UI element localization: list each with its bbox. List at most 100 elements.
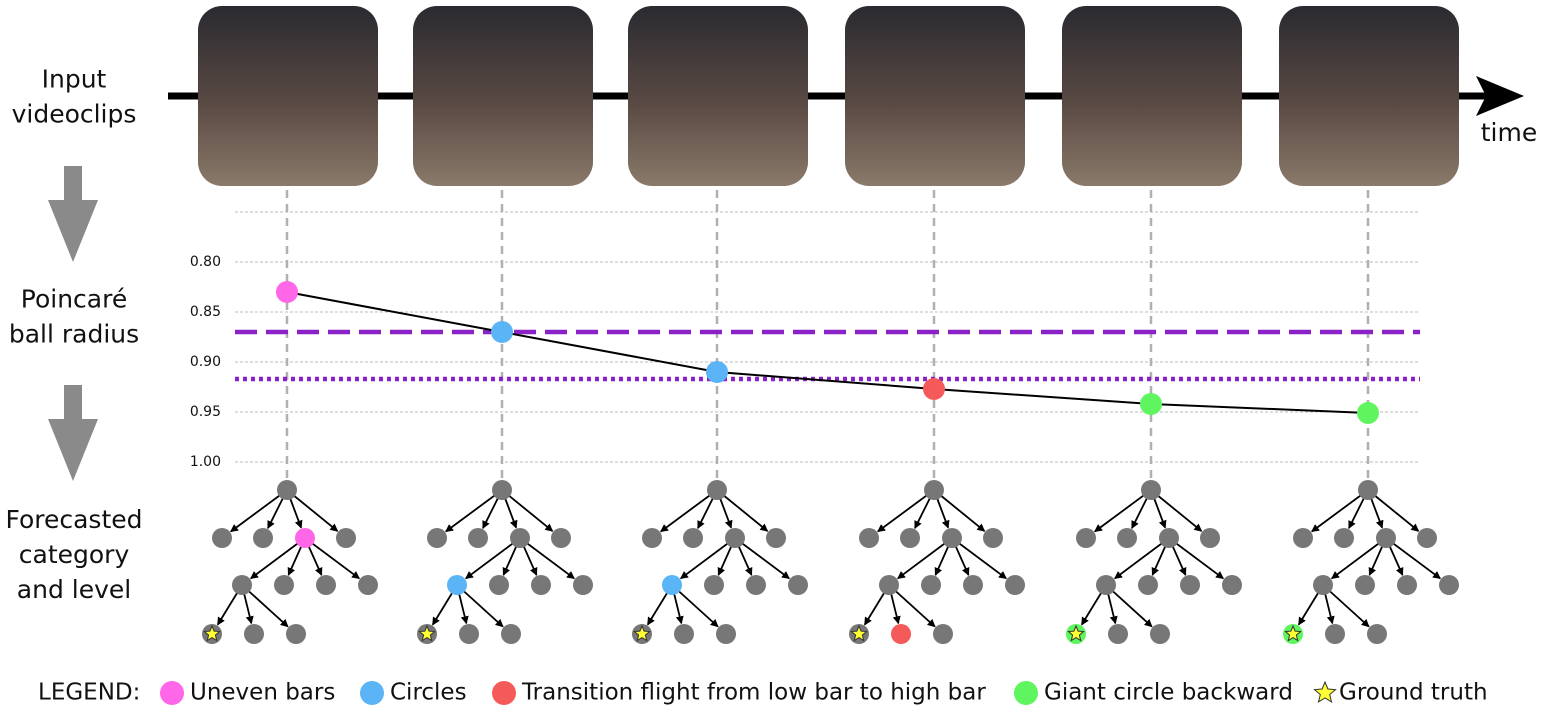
tree-edge <box>660 489 718 533</box>
star <box>418 624 436 642</box>
tree-node <box>674 624 694 644</box>
tree-node <box>704 575 724 595</box>
row-label: and level <box>17 575 131 604</box>
row-label: Input <box>42 65 107 94</box>
tree-edge <box>933 489 986 532</box>
tree-node <box>531 575 551 595</box>
radius-point <box>1357 402 1379 424</box>
tree-node <box>1141 480 1161 500</box>
radius-point <box>276 281 298 303</box>
tree-node <box>1417 528 1437 548</box>
tree-node <box>1293 528 1313 548</box>
tree-node <box>1439 575 1459 595</box>
tree-node <box>489 575 509 595</box>
y-tick-label: 0.85 <box>190 304 221 320</box>
y-tick-label: 0.80 <box>190 254 221 270</box>
tree-edge <box>1114 537 1170 580</box>
tree-node <box>274 575 294 595</box>
tree-edge <box>1311 489 1369 533</box>
star <box>203 624 221 642</box>
tree-node <box>501 624 521 644</box>
tree-node <box>1376 528 1396 548</box>
tree-node <box>510 528 530 548</box>
y-tick-label: 0.90 <box>190 354 221 370</box>
tree-edge <box>1322 584 1370 628</box>
legend-title: LEGEND: <box>38 680 140 706</box>
tree-edge <box>951 537 1007 580</box>
row-label: Poincaré <box>21 285 127 314</box>
video-thumbnail <box>1279 6 1459 186</box>
tree-node <box>1138 575 1158 595</box>
tree-node <box>963 575 983 595</box>
tree-node <box>1313 575 1333 595</box>
tree-edge <box>1385 537 1441 580</box>
tree-node <box>286 624 306 644</box>
tree-node <box>921 575 941 595</box>
tree-node <box>459 624 479 644</box>
tree-node <box>1005 575 1025 595</box>
tree <box>1066 480 1242 644</box>
row-label: category <box>19 540 130 569</box>
tree-node <box>573 575 593 595</box>
tree-node <box>766 528 786 548</box>
tree-edge <box>519 537 575 580</box>
tree-edge <box>250 537 306 580</box>
tree-node <box>492 480 512 500</box>
time-label: time <box>1481 118 1537 147</box>
tree-edge <box>230 489 288 533</box>
tree-node <box>942 528 962 548</box>
star <box>633 624 651 642</box>
forecast-node <box>662 575 682 595</box>
tree-node <box>1159 528 1179 548</box>
tree-node <box>1180 575 1200 595</box>
tree-node <box>1367 624 1387 644</box>
row-label: videoclips <box>12 100 137 129</box>
tree-node <box>879 575 899 595</box>
tree-node <box>358 575 378 595</box>
tree-edge <box>888 584 936 628</box>
tree-node <box>277 480 297 500</box>
tree-edge <box>1094 489 1152 533</box>
video-thumbnail <box>413 6 593 186</box>
tree-node <box>1222 575 1242 595</box>
tree-node <box>707 480 727 500</box>
timeline-head <box>1476 76 1524 116</box>
tree-node <box>253 528 273 548</box>
tree-node <box>983 528 1003 548</box>
chart: 0.80 0.85 0.90 0.95 1.00 <box>190 190 1420 478</box>
tree-edge <box>897 537 953 580</box>
legend-swatch <box>160 681 184 705</box>
thumbnails <box>198 6 1459 186</box>
video-thumbnail <box>198 6 378 186</box>
tree-edge <box>1150 489 1203 532</box>
row-label: Forecasted <box>5 505 142 534</box>
tree-node <box>1150 624 1170 644</box>
tree-node <box>1096 575 1116 595</box>
legend-swatch <box>1014 681 1038 705</box>
legend: LEGEND: Uneven bars Circles Transition flig… <box>38 680 1488 706</box>
tree-edge <box>680 537 736 580</box>
tree-node <box>683 528 703 548</box>
legend-swatch <box>492 681 516 705</box>
tree <box>202 480 378 644</box>
radius-point <box>923 378 945 400</box>
tree-node <box>716 624 736 644</box>
video-thumbnail <box>628 6 808 186</box>
tree-node <box>746 575 766 595</box>
tree-node <box>1355 575 1375 595</box>
tree-node <box>933 624 953 644</box>
tree-node <box>427 528 447 548</box>
video-thumbnail <box>1062 6 1242 186</box>
tree <box>632 480 808 644</box>
forecast-node <box>447 575 467 595</box>
tree-edge <box>445 489 503 533</box>
tree-node <box>244 624 264 644</box>
tree-node <box>859 528 879 548</box>
y-tick-label: 1.00 <box>190 454 221 470</box>
tree-edge <box>501 489 554 532</box>
star <box>1284 624 1302 642</box>
tree-node <box>725 528 745 548</box>
tree-edge <box>716 489 769 532</box>
tree-edge <box>671 584 719 628</box>
